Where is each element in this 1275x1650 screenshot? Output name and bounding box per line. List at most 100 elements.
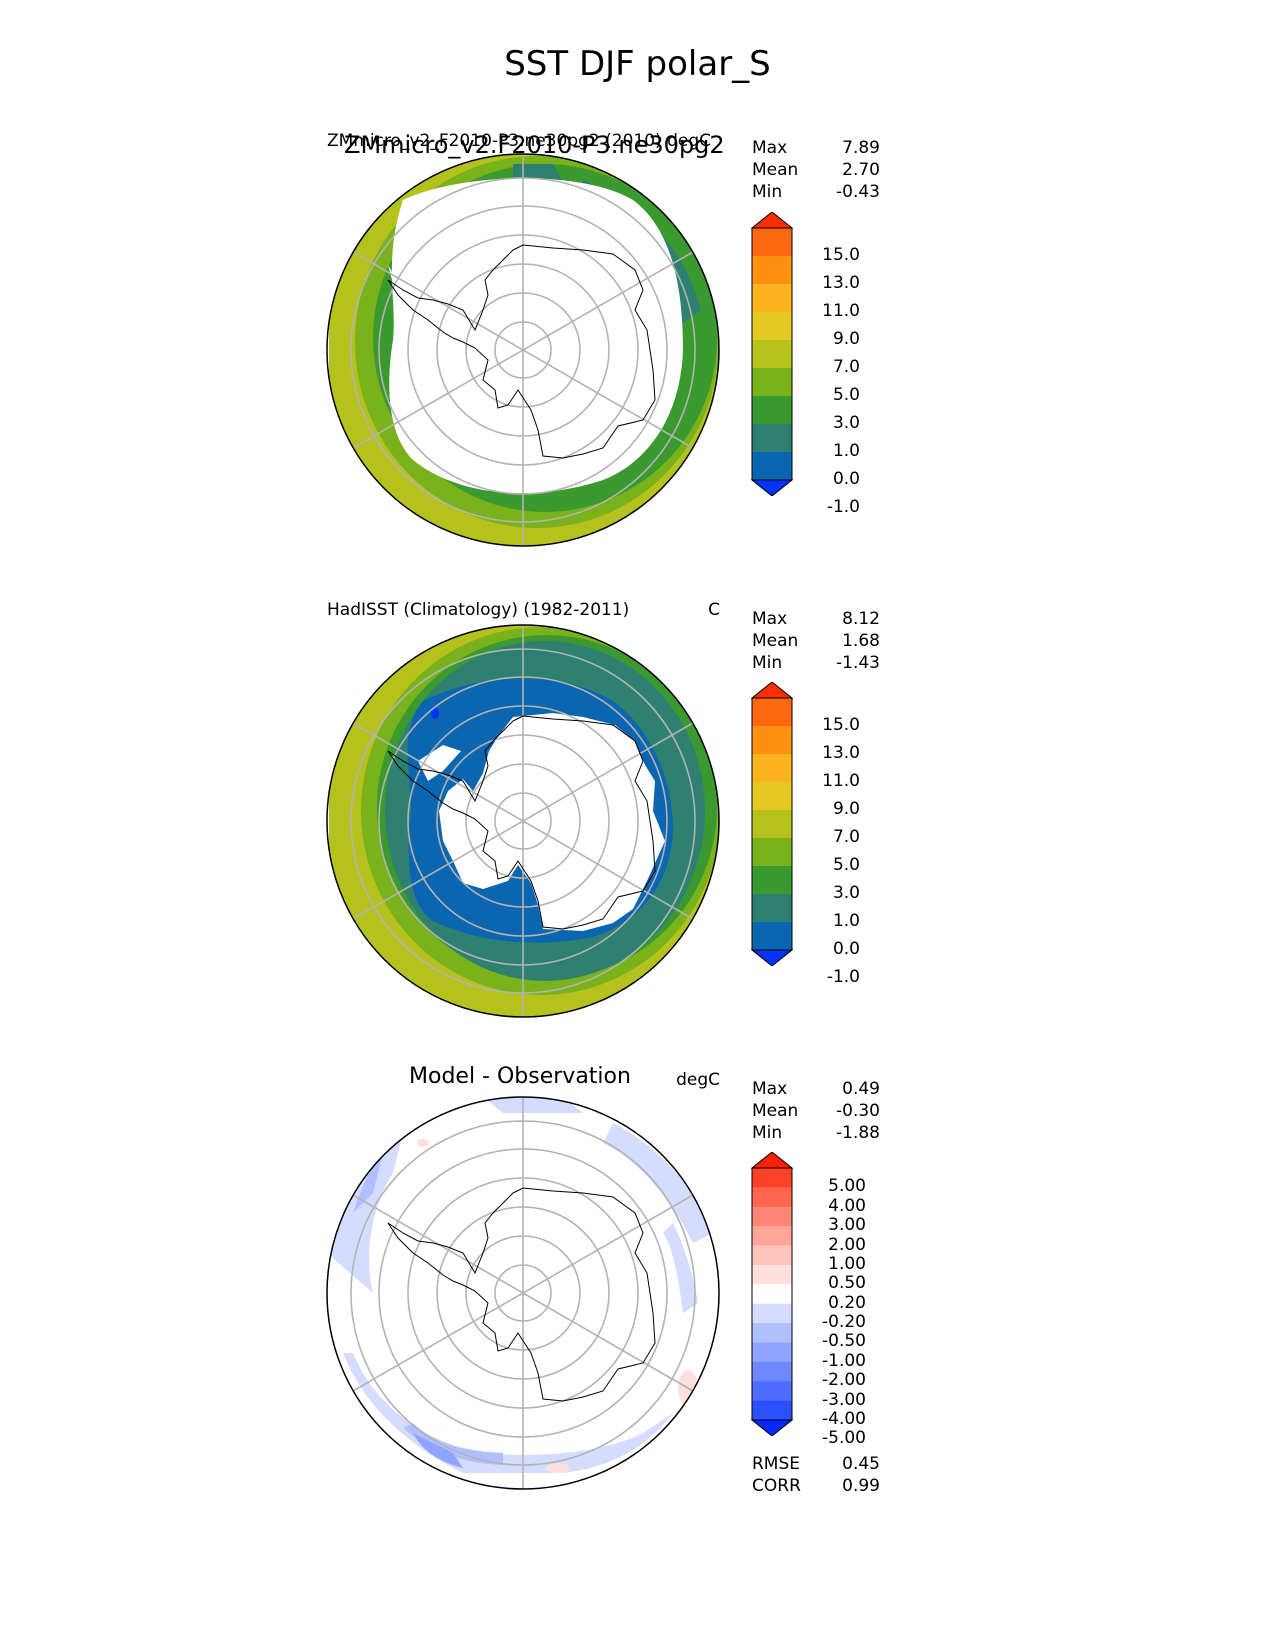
colorbar-segment bbox=[752, 284, 792, 313]
colorbar-segment bbox=[752, 1400, 792, 1421]
panel-2-colorbar-labels: 15.0 13.0 11.0 9.0 7.0 5.0 3.0 1.0 0.0 -1.0 bbox=[800, 682, 860, 987]
figure-title: SST DJF polar_S bbox=[504, 44, 771, 84]
colorbar-segment bbox=[752, 452, 792, 481]
colorbar-segment bbox=[752, 866, 792, 895]
colorbar-segment bbox=[752, 1342, 792, 1363]
colorbar-tick-label: 7.0 bbox=[832, 357, 860, 377]
colorbar-tick-label: 0.20 bbox=[828, 1292, 866, 1313]
antarctica-coastline bbox=[387, 1187, 656, 1402]
map-boundary bbox=[326, 624, 720, 1018]
colorbar-tick-label: -1.00 bbox=[822, 1350, 866, 1371]
diff-band-neg-small bbox=[327, 1133, 403, 1293]
colorbar-segment bbox=[752, 782, 792, 811]
colorbar-outline bbox=[751, 697, 793, 951]
metric-rmse: RMSE 0.45 bbox=[752, 1454, 880, 1474]
panel-3-title: Model - Observation bbox=[409, 1064, 631, 1089]
colorbar-segment bbox=[752, 810, 792, 839]
colorbar-tick-label: -1.0 bbox=[826, 497, 860, 517]
panel-1-map bbox=[325, 152, 721, 548]
colorbar-segment bbox=[752, 894, 792, 923]
colorbar-segment bbox=[752, 396, 792, 425]
colorbar-graphic bbox=[750, 212, 794, 496]
colorbar-segment bbox=[752, 754, 792, 783]
colorbar-tick-label: 5.0 bbox=[832, 385, 860, 405]
sea-ice-region bbox=[439, 713, 665, 931]
colorbar-tick-label: 7.0 bbox=[832, 827, 860, 847]
stat-min: Min -0.43 bbox=[752, 182, 880, 202]
colorbar-segment bbox=[752, 726, 792, 755]
panel-3-colorbar bbox=[750, 1152, 794, 1436]
panel-2-map bbox=[325, 623, 721, 1019]
colorbar-extend-min bbox=[750, 949, 794, 966]
colorbar-segment bbox=[752, 1206, 792, 1227]
colorbar-tick-label: 1.0 bbox=[832, 911, 860, 931]
colorbar-tick-label: 0.0 bbox=[832, 469, 860, 489]
panel-1-subtitle-overlay: ZMmicro_v2_F2010-P3.ne30pg2 (2010) degC bbox=[327, 131, 711, 151]
colorbar-tick-label: 15.0 bbox=[822, 245, 860, 265]
colorbar-tick-label: 2.00 bbox=[828, 1234, 866, 1255]
panel-3-map bbox=[325, 1095, 721, 1491]
graticule bbox=[350, 625, 696, 1017]
colorbar-tick-label: 13.0 bbox=[822, 743, 860, 763]
colorbar-segment bbox=[752, 922, 792, 951]
panel-3-units: degC bbox=[676, 1070, 720, 1090]
colorbar-segment bbox=[752, 340, 792, 369]
colorbar-tick-label: 0.50 bbox=[828, 1273, 866, 1294]
colorbar-extend-max bbox=[750, 682, 794, 699]
panel-3-stats: Max 0.49 Mean -0.30 Min -1.88 bbox=[752, 1078, 880, 1144]
colorbar-outline bbox=[751, 227, 793, 481]
colorbar-tick-label: 5.00 bbox=[828, 1176, 866, 1197]
colorbar-segment bbox=[752, 1168, 792, 1188]
panel-1-colorbar-labels: 15.0 13.0 11.0 9.0 7.0 5.0 3.0 1.0 0.0 -1.0 bbox=[800, 212, 860, 517]
colorbar-segment bbox=[752, 228, 792, 257]
colorbar-tick-label: 3.0 bbox=[832, 413, 860, 433]
colorbar-segment bbox=[752, 368, 792, 397]
panel-1-stats: Max 7.89 Mean 2.70 Min -0.43 bbox=[752, 137, 880, 203]
colorbar-tick-label: -3.00 bbox=[822, 1389, 866, 1410]
colorbar-tick-label: 15.0 bbox=[822, 715, 860, 735]
stat-mean: Mean 1.68 bbox=[752, 631, 880, 651]
colorbar-tick-label: 9.0 bbox=[832, 329, 860, 349]
colorbar-segment bbox=[752, 256, 792, 285]
colorbar-extend-max bbox=[750, 212, 794, 229]
colorbar-segment bbox=[752, 1226, 792, 1247]
panel-3-colorbar-labels: 5.00 4.00 3.00 2.00 1.00 0.50 0.20 -0.20 -0.50 -1… bbox=[796, 1152, 866, 1448]
stat-mean: Mean -0.30 bbox=[752, 1101, 880, 1121]
colorbar-tick-label: -4.00 bbox=[822, 1409, 866, 1429]
colorbar-tick-label: 11.0 bbox=[822, 771, 860, 791]
colorbar-graphic bbox=[750, 682, 794, 966]
antarctica-coastline bbox=[387, 244, 656, 459]
colorbar-segment bbox=[752, 1187, 792, 1208]
colorbar-segment bbox=[752, 1323, 792, 1343]
colorbar-segment bbox=[752, 1303, 792, 1324]
graticule bbox=[350, 1097, 696, 1489]
antarctica-coastline bbox=[387, 715, 656, 930]
colorbar-tick-label: 5.0 bbox=[832, 855, 860, 875]
stat-min: Min -1.88 bbox=[752, 1123, 880, 1143]
panel-2-stats: Max 8.12 Mean 1.68 Min -1.43 bbox=[752, 608, 880, 674]
colorbar-segment bbox=[752, 312, 792, 341]
stat-max: Max 8.12 bbox=[752, 609, 880, 629]
colorbar-tick-label: 9.0 bbox=[832, 799, 860, 819]
stat-max: Max 0.49 bbox=[752, 1079, 880, 1099]
colorbar-tick-label: 0.0 bbox=[832, 939, 860, 959]
colorbar-graphic bbox=[750, 1152, 794, 1436]
map-boundary bbox=[326, 153, 720, 547]
colorbar-tick-label: 1.0 bbox=[832, 441, 860, 461]
panel-3-metrics: RMSE 0.45 CORR 0.99 bbox=[752, 1453, 880, 1497]
colorbar-tick-label: -0.20 bbox=[822, 1312, 866, 1333]
colorbar-segment bbox=[752, 838, 792, 867]
colorbar-extend-min bbox=[750, 479, 794, 496]
colorbar-segment bbox=[752, 424, 792, 453]
colorbar-extend-max bbox=[750, 1152, 794, 1169]
stat-mean: Mean 2.70 bbox=[752, 160, 880, 180]
colorbar-tick-label: -1.0 bbox=[826, 967, 860, 987]
sea-ice-region bbox=[389, 178, 684, 494]
colorbar-tick-label: 3.0 bbox=[832, 883, 860, 903]
colorbar-segment bbox=[752, 1245, 792, 1266]
colorbar-tick-label: 4.00 bbox=[828, 1195, 866, 1216]
stat-min: Min -1.43 bbox=[752, 653, 880, 673]
panel-2-colorbar bbox=[750, 682, 794, 966]
colorbar-segment bbox=[752, 1361, 792, 1382]
colorbar-tick-label: -5.00 bbox=[822, 1428, 866, 1449]
